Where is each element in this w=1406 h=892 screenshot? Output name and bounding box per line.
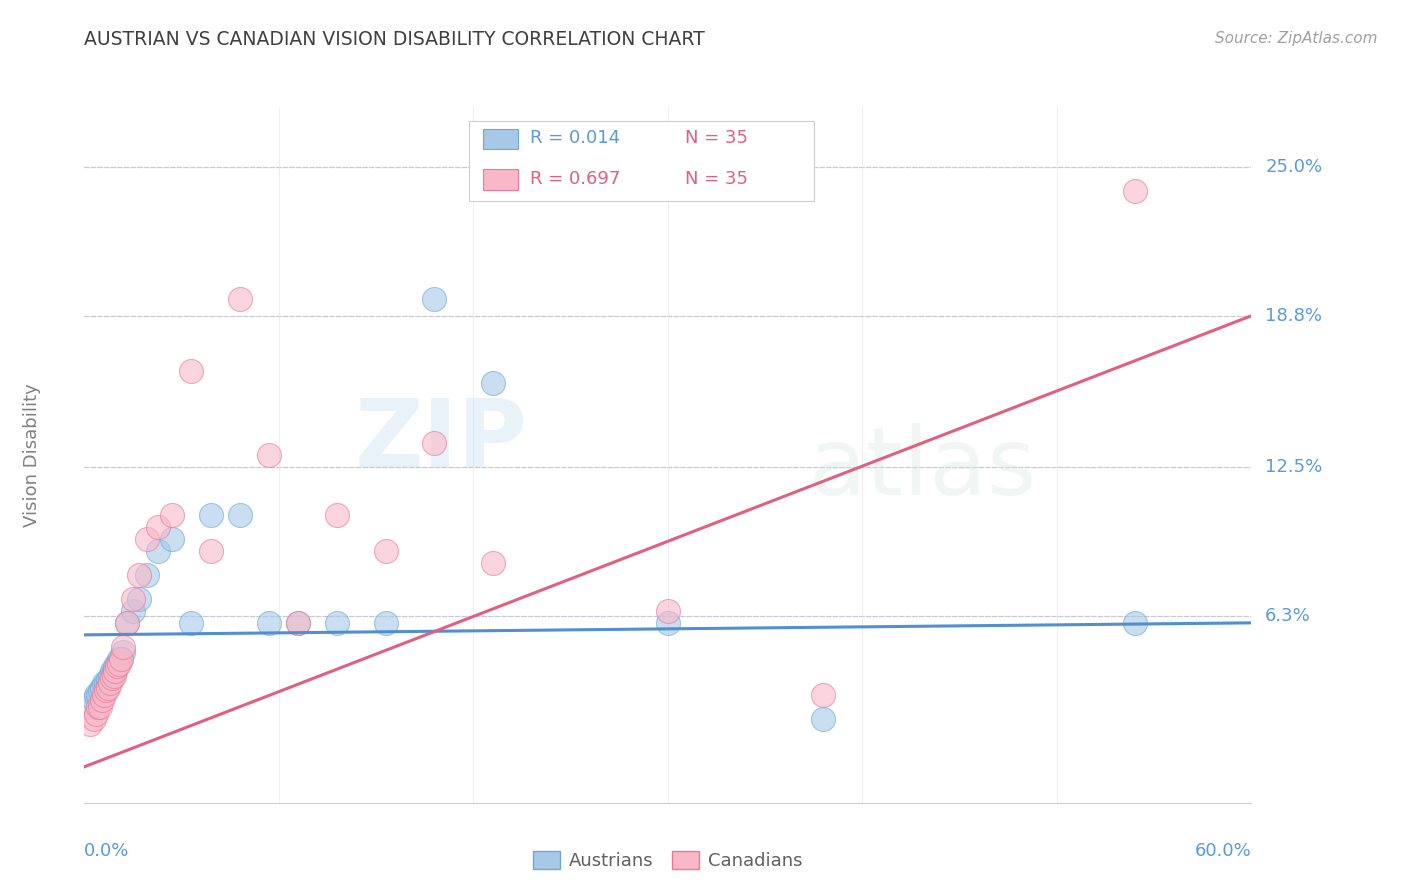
- Point: [122, 591, 145, 606]
- Point: [97, 673, 120, 688]
- Point: [657, 615, 679, 630]
- Point: [287, 615, 309, 630]
- Point: [89, 699, 111, 714]
- Point: [87, 699, 110, 714]
- Point: [148, 544, 170, 558]
- Point: [90, 692, 112, 706]
- Bar: [484, 169, 519, 190]
- Point: [103, 668, 125, 682]
- Point: [90, 681, 112, 695]
- Point: [97, 681, 120, 695]
- Point: [84, 688, 107, 702]
- Point: [100, 664, 122, 678]
- Point: [83, 692, 105, 706]
- Point: [93, 688, 115, 702]
- Point: [112, 645, 135, 659]
- Point: [94, 683, 117, 698]
- Point: [110, 652, 132, 666]
- Point: [107, 657, 129, 671]
- Text: 18.8%: 18.8%: [1265, 307, 1322, 325]
- Point: [326, 615, 349, 630]
- Point: [1123, 184, 1146, 198]
- Point: [128, 591, 150, 606]
- Point: [229, 292, 252, 306]
- Point: [135, 532, 157, 546]
- Point: [122, 604, 145, 618]
- Text: Source: ZipAtlas.com: Source: ZipAtlas.com: [1215, 31, 1378, 46]
- Text: 60.0%: 60.0%: [1195, 842, 1251, 860]
- Point: [813, 712, 835, 726]
- Point: [180, 364, 202, 378]
- Text: R = 0.014: R = 0.014: [530, 129, 620, 147]
- Point: [115, 615, 138, 630]
- Point: [423, 292, 446, 306]
- Point: [94, 676, 117, 690]
- Point: [104, 659, 127, 673]
- Point: [180, 615, 202, 630]
- Point: [200, 544, 222, 558]
- Point: [108, 652, 131, 666]
- Text: atlas: atlas: [808, 423, 1036, 515]
- Text: 25.0%: 25.0%: [1265, 158, 1323, 176]
- Point: [128, 567, 150, 582]
- Point: [657, 604, 679, 618]
- Point: [200, 508, 222, 522]
- Point: [93, 676, 115, 690]
- Point: [107, 659, 129, 673]
- Point: [115, 615, 138, 630]
- Point: [84, 706, 107, 721]
- Bar: [484, 128, 519, 150]
- Text: N = 35: N = 35: [685, 169, 748, 187]
- Point: [148, 520, 170, 534]
- Point: [79, 716, 101, 731]
- Point: [423, 436, 446, 450]
- Point: [229, 508, 252, 522]
- Point: [79, 699, 101, 714]
- Point: [326, 508, 349, 522]
- Point: [135, 567, 157, 582]
- Point: [374, 544, 396, 558]
- FancyBboxPatch shape: [470, 121, 814, 201]
- Point: [1123, 615, 1146, 630]
- Text: R = 0.697: R = 0.697: [530, 169, 620, 187]
- Point: [112, 640, 135, 654]
- Point: [98, 668, 121, 682]
- Point: [481, 376, 505, 390]
- Point: [257, 615, 280, 630]
- Point: [103, 664, 125, 678]
- Point: [100, 671, 122, 685]
- Point: [110, 652, 132, 666]
- Text: 12.5%: 12.5%: [1265, 458, 1323, 476]
- Point: [160, 508, 183, 522]
- Point: [104, 664, 127, 678]
- Point: [813, 688, 835, 702]
- Text: Vision Disability: Vision Disability: [22, 383, 41, 527]
- Legend: Austrians, Canadians: Austrians, Canadians: [526, 844, 810, 877]
- Point: [89, 683, 111, 698]
- Point: [374, 615, 396, 630]
- Point: [160, 532, 183, 546]
- Point: [108, 657, 131, 671]
- Text: AUSTRIAN VS CANADIAN VISION DISABILITY CORRELATION CHART: AUSTRIAN VS CANADIAN VISION DISABILITY C…: [84, 30, 706, 49]
- Point: [481, 556, 505, 570]
- Text: 6.3%: 6.3%: [1265, 607, 1310, 624]
- Text: N = 35: N = 35: [685, 129, 748, 147]
- Point: [257, 448, 280, 462]
- Text: ZIP: ZIP: [354, 395, 527, 487]
- Point: [83, 712, 105, 726]
- Point: [287, 615, 309, 630]
- Point: [87, 688, 110, 702]
- Point: [98, 676, 121, 690]
- Text: 0.0%: 0.0%: [84, 842, 129, 860]
